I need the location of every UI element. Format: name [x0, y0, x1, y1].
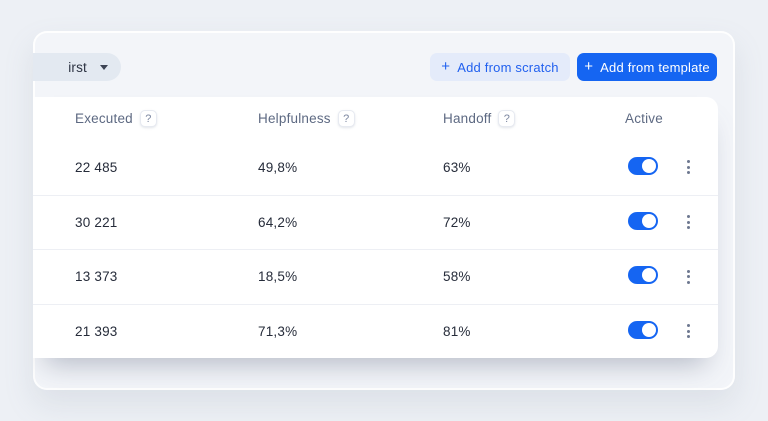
- helpfulness-value: 18,5%: [258, 269, 298, 285]
- kebab-icon: [686, 269, 690, 284]
- sort-dropdown[interactable]: irst: [33, 53, 121, 81]
- column-label: Handoff: [443, 111, 492, 126]
- plus-icon: +: [584, 58, 594, 75]
- column-label: Helpfulness: [258, 111, 331, 126]
- table-row: 21 393 71,3% 81%: [33, 303, 718, 359]
- active-toggle[interactable]: [628, 211, 658, 230]
- table-row: 13 373 18,5% 58%: [33, 249, 718, 304]
- executed-value: 21 393: [75, 323, 118, 339]
- toggle-knob: [642, 213, 656, 228]
- active-toggle[interactable]: [628, 320, 658, 339]
- toggle-knob: [642, 322, 656, 337]
- executed-value: 22 485: [75, 159, 118, 175]
- helpfulness-value: 49,8%: [258, 159, 298, 175]
- plus-icon: +: [441, 58, 451, 75]
- handoff-value: 63%: [443, 159, 471, 175]
- column-label: Executed: [75, 111, 133, 126]
- active-toggle[interactable]: [628, 266, 658, 285]
- kebab-icon: [686, 160, 690, 175]
- add-from-template-button[interactable]: + Add from template: [577, 53, 717, 81]
- toggle-knob: [642, 158, 656, 173]
- help-icon[interactable]: ?: [498, 110, 516, 127]
- column-label: Active: [625, 111, 663, 126]
- active-toggle[interactable]: [628, 156, 658, 175]
- help-icon[interactable]: ?: [337, 110, 355, 127]
- helpfulness-value: 71,3%: [258, 323, 298, 339]
- sort-dropdown-label: irst: [68, 59, 87, 75]
- row-menu-button[interactable]: [679, 320, 697, 342]
- help-icon[interactable]: ?: [139, 110, 157, 127]
- table-row: 30 221 64,2% 72%: [33, 194, 718, 250]
- column-header-helpfulness: Helpfulness ?: [258, 110, 443, 127]
- dashboard-panel: irst + Add from scratch + Add from templ…: [33, 31, 735, 390]
- toggle-knob: [642, 268, 656, 283]
- kebab-icon: [686, 324, 690, 339]
- column-header-handoff: Handoff ?: [443, 110, 625, 127]
- add-from-scratch-button[interactable]: + Add from scratch: [430, 53, 570, 81]
- chevron-down-icon: [100, 64, 108, 70]
- table-header-row: Executed ? Helpfulness ? Handoff ? Activ…: [33, 97, 718, 140]
- row-menu-button[interactable]: [679, 211, 697, 233]
- add-from-scratch-label: Add from scratch: [457, 59, 559, 75]
- table-row: 22 485 49,8% 63%: [33, 140, 718, 195]
- table-card: Executed ? Helpfulness ? Handoff ? Activ…: [33, 97, 718, 358]
- column-header-executed: Executed ?: [75, 110, 258, 127]
- handoff-value: 72%: [443, 214, 471, 230]
- handoff-value: 81%: [443, 323, 471, 339]
- kebab-icon: [686, 215, 690, 230]
- executed-value: 13 373: [75, 269, 118, 285]
- row-menu-button[interactable]: [679, 156, 697, 178]
- helpfulness-value: 64,2%: [258, 214, 298, 230]
- handoff-value: 58%: [443, 269, 471, 285]
- add-from-template-label: Add from template: [600, 59, 710, 75]
- column-header-active: Active: [625, 111, 673, 126]
- executed-value: 30 221: [75, 214, 118, 230]
- row-menu-button[interactable]: [679, 266, 697, 288]
